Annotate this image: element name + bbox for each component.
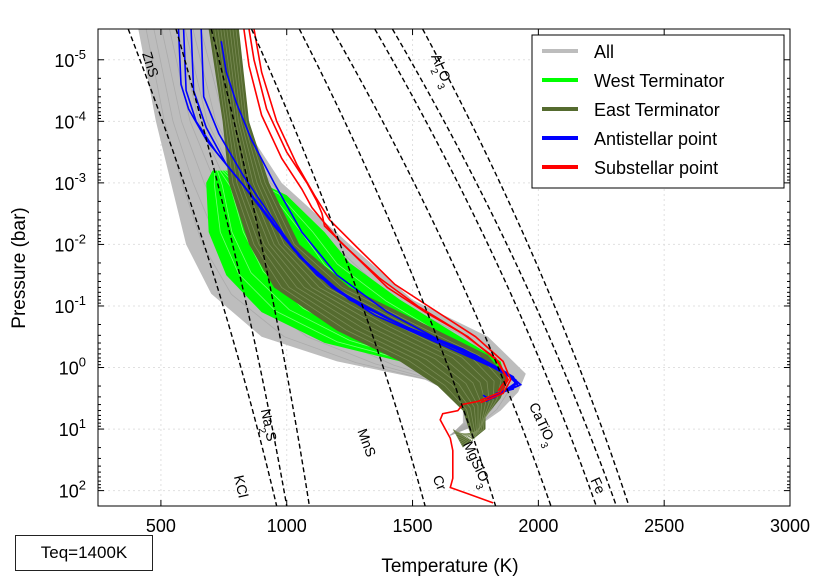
legend-label-antistellar-point: Antistellar point bbox=[594, 129, 717, 149]
condensation-curve bbox=[298, 29, 497, 506]
line-antistellar-point bbox=[177, 29, 517, 403]
line-antistellar-point bbox=[190, 29, 520, 399]
condensation-curve bbox=[331, 29, 552, 506]
condensation-label: Cr bbox=[430, 473, 451, 493]
x-tick-label: 1500 bbox=[393, 516, 433, 536]
condensation-curve bbox=[210, 29, 311, 506]
y-tick-label: 10-5 bbox=[54, 47, 86, 71]
condensation-curve bbox=[374, 29, 597, 506]
y-tick-label: 100 bbox=[59, 355, 86, 379]
x-axis-label: Temperature (K) bbox=[381, 556, 518, 577]
legend-label-all: All bbox=[594, 42, 614, 62]
band-line-east-terminator bbox=[235, 29, 502, 447]
condensation-curves bbox=[127, 29, 630, 506]
line-substellar-point bbox=[253, 29, 512, 404]
y-tick-label: 10-2 bbox=[54, 231, 86, 255]
legend-label-east-terminator: East Terminator bbox=[594, 100, 720, 120]
x-tick-label: 2500 bbox=[644, 516, 684, 536]
condensation-curve bbox=[421, 29, 630, 506]
x-tick-label: 3000 bbox=[770, 516, 810, 536]
line-antistellar-point bbox=[200, 29, 517, 395]
plot-frame bbox=[97, 28, 791, 507]
y-tick-label: 10-3 bbox=[54, 170, 86, 194]
legend-label-west-terminator: West Terminator bbox=[594, 71, 724, 91]
y-tick-label: 101 bbox=[59, 416, 86, 440]
legend: All West Terminator East Terminator Antiste… bbox=[531, 34, 785, 189]
condensation-label: Na2S bbox=[252, 407, 280, 443]
condensation-label: MnS bbox=[354, 426, 379, 459]
x-tick-label: 500 bbox=[146, 516, 176, 536]
condensation-label: Al2O3 bbox=[423, 51, 457, 92]
condensation-curve bbox=[250, 29, 426, 506]
y-axis-label: Pressure (bar) bbox=[9, 207, 30, 328]
condensation-label: Fe bbox=[588, 475, 610, 497]
y-tick-label: 10-1 bbox=[54, 293, 86, 317]
y-tick-label: 10-4 bbox=[54, 108, 86, 132]
band-line-east-terminator bbox=[229, 29, 490, 443]
condensation-curve bbox=[175, 29, 288, 506]
legend-label-substellar-point: Substellar point bbox=[594, 158, 718, 178]
x-tick-label: 2000 bbox=[518, 516, 558, 536]
condensation-label: KCl bbox=[231, 474, 252, 500]
y-tick-label: 102 bbox=[59, 478, 86, 502]
series-bands bbox=[138, 29, 526, 448]
condensation-curve bbox=[391, 29, 618, 506]
line-antistellar-point bbox=[220, 41, 520, 397]
x-tick-label: 1000 bbox=[267, 516, 307, 536]
condensation-label: CaTiO3 bbox=[521, 400, 560, 451]
band-line-east-terminator bbox=[211, 29, 475, 440]
band-east-terminator bbox=[208, 29, 509, 448]
teq-annotation: Teq=1400K bbox=[15, 535, 153, 571]
legend-box bbox=[531, 34, 785, 189]
axes: 500 1000 1500 2000 2500 3000 10-5 10-4 10-3 10-2 1… bbox=[54, 28, 810, 536]
condensation-label: ZnS bbox=[139, 50, 162, 79]
condensation-curve bbox=[127, 29, 278, 506]
series-lines bbox=[177, 29, 523, 504]
condensation-label: MgSiO3 bbox=[455, 439, 495, 492]
line-substellar-point bbox=[243, 29, 508, 392]
